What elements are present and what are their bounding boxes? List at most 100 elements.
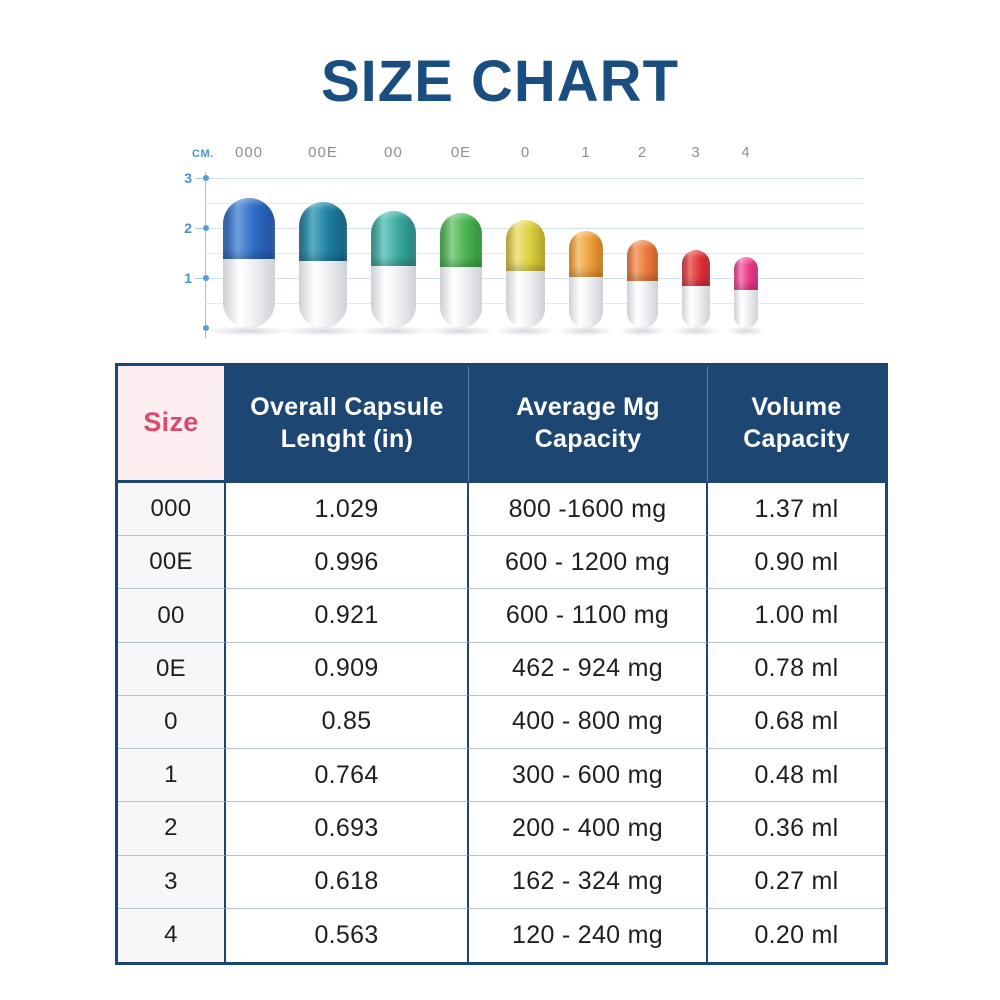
capsule-size-label: 000 [234, 144, 264, 161]
cell-volume: 0.68 ml [708, 695, 885, 750]
capsule-item: 2 [616, 144, 669, 336]
capsule-illustration [682, 249, 710, 328]
capsule-shadow [425, 326, 497, 336]
axis-dot [203, 325, 209, 331]
capsule-shadow [672, 326, 720, 336]
cell-volume: 0.78 ml [708, 642, 885, 696]
header-cell-mg: Average Mg Capacity [469, 366, 708, 483]
cell-mg: 200 - 400 mg [469, 802, 708, 856]
capsule-illustration [734, 256, 758, 328]
cell-mg: 300 - 600 mg [469, 749, 708, 803]
cell-length: 0.563 [226, 908, 469, 962]
cell-length: 0.618 [226, 855, 469, 909]
gridline [205, 178, 864, 179]
capsule-body [299, 260, 347, 328]
cell-size: 0 [118, 695, 226, 750]
y-tick-label: 3 [184, 170, 192, 186]
cell-length: 0.909 [226, 642, 469, 696]
cell-size: 000 [118, 483, 226, 537]
capsule-item: 000 [204, 144, 294, 336]
cell-length: 1.029 [226, 483, 469, 537]
capsule-illustration [371, 211, 416, 328]
capsule-cap [682, 249, 710, 287]
cell-length: 0.764 [226, 749, 469, 803]
cell-mg: 600 - 1100 mg [469, 589, 708, 643]
axis-unit-label: CM. [192, 148, 214, 160]
capsule-size-label: 00 [384, 144, 403, 161]
capsule-cap [440, 212, 482, 267]
capsule-size-label: 00E [308, 144, 338, 161]
capsule-item: 1 [557, 144, 615, 336]
capsule-body [569, 276, 603, 328]
capsule-item: 4 [725, 144, 767, 336]
cell-size: 00E [118, 536, 226, 590]
capsule-body [440, 266, 482, 328]
cell-length: 0.996 [226, 536, 469, 590]
capsule-illustration [223, 197, 275, 328]
capsule-shadow [282, 326, 364, 336]
y-axis-line [205, 172, 206, 338]
y-tick-dash [195, 178, 205, 179]
cell-mg: 800 -1600 mg [469, 483, 708, 537]
cell-size: 3 [118, 855, 226, 909]
cell-length: 0.85 [226, 695, 469, 750]
capsule-size-label: 2 [637, 144, 648, 161]
capsule-shadow [616, 326, 669, 336]
page-title: SIZE CHART [321, 49, 679, 114]
capsule-body [223, 258, 275, 328]
capsule-illustration [299, 201, 347, 328]
capsule-item: 00 [355, 144, 432, 336]
y-tick-dash [195, 228, 205, 229]
capsule-cap [506, 220, 545, 271]
header-cell-volume: Volume Capacity [708, 366, 885, 483]
cell-mg: 162 - 324 mg [469, 855, 708, 909]
cell-size: 0E [118, 642, 226, 696]
capsule-illustration [506, 220, 545, 328]
size-table: Size Overall Capsule Lenght (in) Average… [115, 363, 888, 965]
capsule-body [682, 286, 710, 328]
capsule-cap [299, 201, 347, 261]
capsule-size-label: 0E [450, 144, 472, 161]
capsule-body [627, 281, 658, 328]
cell-size: 1 [118, 749, 226, 803]
capsule-cap [627, 240, 658, 282]
cell-volume: 0.48 ml [708, 749, 885, 803]
header-cell-length: Overall Capsule Lenght (in) [226, 366, 469, 483]
capsule-body [734, 290, 758, 328]
capsule-body [506, 270, 545, 328]
capsule-cap [734, 256, 758, 291]
cell-length: 0.693 [226, 802, 469, 856]
y-tick-dash [195, 278, 205, 279]
gridline [205, 203, 864, 204]
cell-mg: 120 - 240 mg [469, 908, 708, 962]
cell-size: 4 [118, 908, 226, 962]
capsule-shadow [492, 326, 559, 336]
cell-size: 2 [118, 802, 226, 856]
cell-mg: 600 - 1200 mg [469, 536, 708, 590]
cell-mg: 400 - 800 mg [469, 695, 708, 750]
capsule-shadow [204, 326, 294, 336]
axis-dot [203, 225, 209, 231]
capsule-item: 0E [425, 144, 497, 336]
y-tick-label: 1 [184, 270, 192, 286]
cell-volume: 0.27 ml [708, 855, 885, 909]
capsule-size-label: 4 [741, 144, 751, 161]
cell-length: 0.921 [226, 589, 469, 643]
cell-volume: 1.00 ml [708, 589, 885, 643]
cell-volume: 0.20 ml [708, 908, 885, 962]
capsule-cap [371, 211, 416, 266]
capsule-illustration [627, 240, 658, 328]
axis-dot [203, 275, 209, 281]
capsule-illustration [440, 212, 482, 328]
capsule-cap [569, 231, 603, 277]
capsule-item: 0 [492, 144, 559, 336]
capsule-item: 3 [672, 144, 720, 336]
cell-volume: 0.36 ml [708, 802, 885, 856]
cell-mg: 462 - 924 mg [469, 642, 708, 696]
cell-volume: 0.90 ml [708, 536, 885, 590]
cell-volume: 1.37 ml [708, 483, 885, 537]
capsule-shadow [725, 326, 767, 336]
cell-size: 00 [118, 589, 226, 643]
capsule-illustration [569, 231, 603, 328]
